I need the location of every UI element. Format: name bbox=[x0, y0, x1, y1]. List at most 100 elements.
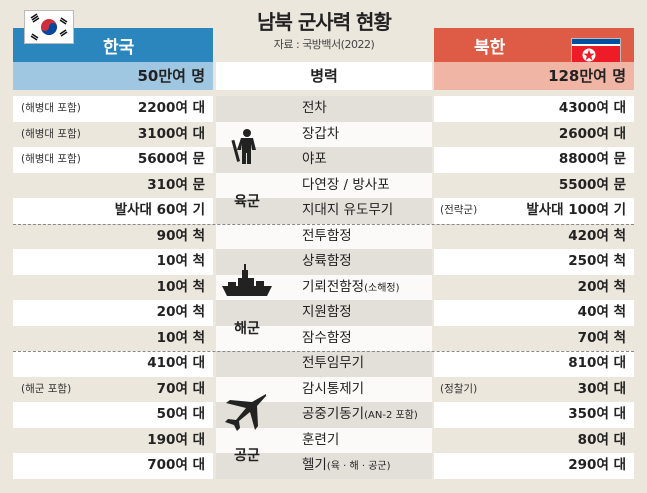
north-value: 70여 척 bbox=[577, 329, 626, 346]
north-value-row: (정찰기) 30여 대 bbox=[434, 377, 634, 403]
fighter-jet-icon bbox=[222, 392, 268, 436]
branch-navy: 해군 bbox=[234, 321, 260, 337]
item-name-row: 감시통제기 bbox=[216, 377, 432, 403]
north-value: 810여 대 bbox=[568, 355, 626, 371]
south-value-row: 10여 척 bbox=[13, 326, 213, 352]
south-value-row: 10여 척 bbox=[13, 275, 213, 301]
south-value-note: (해병대 포함) bbox=[21, 102, 81, 114]
army-navy-separator bbox=[13, 223, 634, 225]
item-note: (육 · 해 · 공군) bbox=[326, 461, 391, 472]
north-value: 250여 척 bbox=[568, 253, 626, 269]
north-value-row: 250여 척 bbox=[434, 249, 634, 275]
south-value: 310여 문 bbox=[147, 176, 205, 193]
south-value: 10여 척 bbox=[156, 329, 205, 346]
item-note: (AN-2 포함) bbox=[364, 410, 418, 421]
item-name: 전투임무기 bbox=[302, 355, 365, 371]
south-value: 90여 척 bbox=[156, 227, 205, 244]
soldier-icon bbox=[226, 128, 268, 170]
south-label: 한국 bbox=[103, 38, 135, 58]
north-value: 30여 대 bbox=[577, 380, 626, 397]
item-name: 전투함정 bbox=[302, 227, 352, 244]
item-name: 헬기 bbox=[302, 457, 327, 473]
south-value-row: 310여 문 bbox=[13, 173, 213, 199]
item-name-row: 전투함정 bbox=[216, 224, 432, 250]
north-value-row: 70여 척 bbox=[434, 326, 634, 352]
item-name-row: 지원함정 bbox=[216, 300, 432, 326]
item-name: 잠수함정 bbox=[302, 329, 352, 346]
south-value: 5600여 문 bbox=[137, 151, 205, 167]
item-name-row: 장갑차 bbox=[216, 122, 432, 148]
south-value-row: (해군 포함) 70여 대 bbox=[13, 377, 213, 403]
warship-icon bbox=[220, 264, 274, 302]
north-value-row: 80여 대 bbox=[434, 428, 634, 454]
navy-air-separator bbox=[13, 351, 634, 352]
item-name: 훈련기 bbox=[302, 431, 340, 448]
north-values-column: 4300여 대 2600여 대 8800여 문 5500여 문 (전략군) 발사대 100… bbox=[434, 96, 634, 479]
south-value: 410여 대 bbox=[147, 355, 205, 371]
north-value-row: (전략군) 발사대 100여 기 bbox=[434, 198, 634, 224]
south-value: 50여 대 bbox=[156, 406, 205, 422]
south-value-row: 190여 대 bbox=[13, 428, 213, 454]
north-value-row: 40여 척 bbox=[434, 300, 634, 326]
item-name-row: 다연장 / 방사포 bbox=[216, 173, 432, 199]
item-name: 야포 bbox=[302, 151, 327, 167]
item-name: 지원함정 bbox=[302, 304, 352, 320]
north-value: 4300여 대 bbox=[558, 100, 626, 116]
north-value-row: 2600여 대 bbox=[434, 122, 634, 148]
north-value-row: 420여 척 bbox=[434, 224, 634, 250]
item-name-row: 지대지 유도무기 bbox=[216, 198, 432, 224]
south-value-note: (해군 포함) bbox=[21, 382, 72, 395]
south-korea-flag-icon bbox=[24, 10, 74, 44]
item-name-row: 훈련기 bbox=[216, 428, 432, 454]
south-value-row: (해병대 포함) 5600여 문 bbox=[13, 147, 213, 173]
item-name-row: 잠수함정 bbox=[216, 326, 432, 352]
north-value: 5500여 문 bbox=[558, 176, 626, 193]
item-name-row: 전차 bbox=[216, 96, 432, 122]
south-value: 700여 대 bbox=[147, 457, 205, 473]
north-value: 20여 척 bbox=[577, 278, 626, 295]
item-name: 기뢰전함정 bbox=[302, 278, 365, 295]
north-value-row: 20여 척 bbox=[434, 275, 634, 301]
south-value: 10여 척 bbox=[156, 253, 205, 269]
item-name-row: 기뢰전함정(소해정) bbox=[216, 275, 432, 301]
item-name-row: 공중기동기(AN-2 포함) bbox=[216, 402, 432, 428]
south-value-row: 발사대 60여 기 bbox=[13, 198, 213, 224]
north-value: 8800여 문 bbox=[558, 151, 626, 167]
south-value-row: 700여 대 bbox=[13, 453, 213, 479]
north-value-row: 810여 대 bbox=[434, 351, 634, 377]
north-value: 290여 대 bbox=[568, 457, 626, 473]
item-name: 장갑차 bbox=[302, 125, 340, 142]
item-name: 공중기동기 bbox=[302, 406, 365, 422]
north-value: 발사대 100여 기 bbox=[526, 202, 626, 218]
south-value-row: 410여 대 bbox=[13, 351, 213, 377]
north-value-note: (정찰기) bbox=[440, 382, 478, 395]
south-value: 10여 척 bbox=[156, 278, 205, 295]
item-name: 감시통제기 bbox=[302, 380, 365, 397]
north-value-row: 5500여 문 bbox=[434, 173, 634, 199]
south-value-row: (해병대 포함) 3100여 대 bbox=[13, 122, 213, 148]
branch-air: 공군 bbox=[234, 448, 260, 464]
north-value: 2600여 대 bbox=[558, 125, 626, 142]
south-value-row: 10여 척 bbox=[13, 249, 213, 275]
south-value-row: 50여 대 bbox=[13, 402, 213, 428]
chart-title: 남북 군사력 현황 bbox=[257, 10, 392, 34]
north-value: 40여 척 bbox=[577, 304, 626, 320]
south-values-column: (해병대 포함) 2200여 대 (해병대 포함) 3100여 대 (해병대 포함) 56… bbox=[13, 96, 213, 479]
south-troops: 50만여 명 bbox=[13, 62, 213, 90]
south-value: 3100여 대 bbox=[137, 125, 205, 142]
source-note: 자료 : 국방백서(2022) bbox=[273, 38, 375, 51]
north-value-note: (전략군) bbox=[440, 204, 478, 216]
item-name: 상륙함정 bbox=[302, 253, 352, 269]
north-value-row: 350여 대 bbox=[434, 402, 634, 428]
north-value: 420여 척 bbox=[568, 227, 626, 244]
north-label: 북한 bbox=[474, 38, 506, 58]
north-value: 350여 대 bbox=[568, 406, 626, 422]
north-value-row: 290여 대 bbox=[434, 453, 634, 479]
item-name: 다연장 / 방사포 bbox=[302, 176, 390, 193]
branch-army: 육군 bbox=[234, 194, 260, 210]
south-value-note: (해병대 포함) bbox=[21, 127, 81, 140]
south-value-row: 20여 척 bbox=[13, 300, 213, 326]
south-value: 2200여 대 bbox=[137, 100, 205, 116]
item-name-row: 야포 bbox=[216, 147, 432, 173]
